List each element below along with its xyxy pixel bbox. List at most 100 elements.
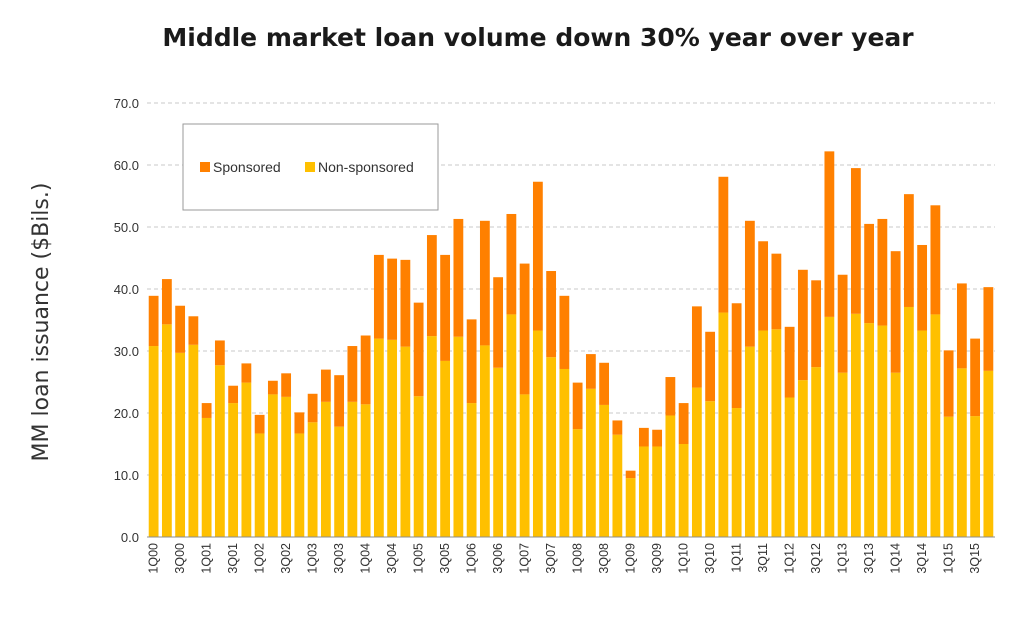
- bar-sponsored-3Q10: [705, 331, 716, 402]
- bar-non-sponsored-1Q08: [572, 429, 583, 537]
- bar-sponsored-2Q01: [214, 340, 225, 366]
- bar-sponsored-2Q00: [161, 279, 172, 325]
- bar-non-sponsored-4Q05: [453, 336, 464, 537]
- bar-non-sponsored-4Q01: [241, 382, 252, 537]
- bar-sponsored-4Q13: [877, 218, 888, 326]
- x-tick-label: 3Q05: [438, 543, 452, 574]
- bar-non-sponsored-2Q01: [214, 365, 225, 537]
- bar-non-sponsored-2Q11: [744, 346, 755, 537]
- x-tick-label: 3Q00: [173, 543, 187, 574]
- x-tick-label: 1Q09: [624, 543, 638, 574]
- bar-non-sponsored-3Q04: [387, 339, 398, 537]
- bar-non-sponsored-2Q06: [479, 345, 490, 537]
- x-tick-label: 1Q13: [836, 543, 850, 574]
- bar-sponsored-2Q07: [532, 181, 543, 331]
- bar-sponsored-2Q13: [850, 168, 861, 314]
- bar-non-sponsored-3Q08: [599, 404, 610, 537]
- bar-sponsored-1Q13: [837, 274, 848, 373]
- y-tick-label: 20.0: [114, 406, 139, 421]
- bar-non-sponsored-1Q06: [466, 403, 477, 537]
- bar-non-sponsored-1Q15: [943, 416, 954, 537]
- bar-sponsored-1Q06: [466, 319, 477, 404]
- bar-non-sponsored-1Q13: [837, 372, 848, 537]
- bar-non-sponsored-4Q00: [188, 344, 199, 537]
- bar-non-sponsored-3Q11: [758, 330, 769, 537]
- bar-non-sponsored-3Q06: [493, 367, 504, 537]
- x-tick-label: 3Q06: [491, 543, 505, 574]
- bar-non-sponsored-1Q03: [307, 422, 318, 537]
- y-tick-label: 30.0: [114, 344, 139, 359]
- y-tick-label: 10.0: [114, 468, 139, 483]
- axes-group: 0.0 10.0 20.0 30.0 40.0 50.0 60.0 70.0 1Q00 3Q00 1…: [114, 96, 995, 574]
- legend-swatch-non-sponsored: [305, 162, 315, 172]
- bar-non-sponsored-1Q10: [678, 444, 689, 537]
- bar-sponsored-2Q04: [373, 254, 384, 339]
- y-tick-label: 40.0: [114, 282, 139, 297]
- y-tick-label: 50.0: [114, 220, 139, 235]
- bar-sponsored-2Q11: [744, 220, 755, 347]
- bar-sponsored-2Q12: [797, 269, 808, 381]
- x-tick-label: 1Q14: [889, 543, 903, 574]
- bar-non-sponsored-4Q09: [665, 415, 676, 537]
- bar-non-sponsored-2Q12: [797, 380, 808, 537]
- x-tick-label: 1Q00: [147, 543, 161, 574]
- x-tick-label: 1Q02: [253, 543, 267, 574]
- x-tick-label: 1Q05: [412, 543, 426, 574]
- x-tick-label: 1Q03: [306, 543, 320, 574]
- bar-non-sponsored-4Q04: [400, 346, 411, 537]
- x-tick-label: 3Q04: [385, 543, 399, 574]
- bar-sponsored-3Q09: [652, 429, 663, 447]
- bar-sponsored-4Q11: [771, 253, 782, 330]
- x-tick-label: 1Q12: [783, 543, 797, 574]
- x-tick-label: 3Q03: [332, 543, 346, 574]
- bar-non-sponsored-2Q10: [691, 387, 702, 537]
- chart-title: Middle market loan volume down 30% year …: [162, 23, 914, 52]
- x-tick-label: 3Q02: [279, 543, 293, 574]
- x-tick-label: 3Q11: [756, 543, 770, 573]
- bar-non-sponsored-4Q11: [771, 329, 782, 537]
- bar-sponsored-2Q06: [479, 220, 490, 346]
- bar-sponsored-1Q14: [890, 251, 901, 373]
- bar-sponsored-3Q00: [175, 305, 186, 353]
- bar-sponsored-1Q10: [678, 403, 689, 444]
- bar-sponsored-4Q14: [930, 205, 941, 315]
- bar-sponsored-1Q01: [201, 403, 212, 418]
- bar-non-sponsored-3Q00: [175, 352, 186, 537]
- bar-sponsored-3Q15: [970, 338, 981, 417]
- bar-non-sponsored-3Q12: [811, 367, 822, 537]
- bar-non-sponsored-1Q02: [254, 433, 265, 537]
- bar-non-sponsored-1Q01: [201, 417, 212, 537]
- bar-non-sponsored-3Q09: [652, 446, 663, 537]
- x-tick-label: 3Q09: [650, 543, 664, 574]
- x-tick-label: 1Q01: [200, 543, 214, 574]
- bar-non-sponsored-3Q07: [546, 357, 557, 537]
- bar-sponsored-4Q04: [400, 259, 411, 347]
- bar-non-sponsored-4Q13: [877, 325, 888, 537]
- bar-non-sponsored-4Q10: [718, 312, 729, 537]
- bar-sponsored-1Q07: [519, 263, 530, 395]
- bar-non-sponsored-1Q04: [360, 404, 371, 537]
- bar-non-sponsored-2Q07: [532, 330, 543, 537]
- bar-sponsored-2Q03: [320, 369, 331, 402]
- bar-sponsored-4Q02: [294, 412, 305, 434]
- bar-sponsored-4Q00: [188, 316, 199, 345]
- bar-sponsored-1Q15: [943, 350, 954, 417]
- bar-non-sponsored-2Q08: [585, 388, 596, 537]
- x-tick-label: 1Q11: [730, 543, 744, 573]
- x-tick-label: 3Q10: [703, 543, 717, 574]
- bar-sponsored-2Q02: [267, 380, 278, 395]
- bar-non-sponsored-3Q03: [334, 426, 345, 537]
- bar-non-sponsored-2Q14: [903, 306, 914, 537]
- bar-sponsored-4Q12: [824, 151, 835, 317]
- bar-non-sponsored-3Q01: [228, 403, 239, 537]
- bar-non-sponsored-2Q09: [638, 446, 649, 537]
- bar-sponsored-1Q05: [413, 302, 424, 397]
- bar-sponsored-2Q14: [903, 194, 914, 307]
- bar-sponsored-4Q09: [665, 377, 676, 416]
- bar-non-sponsored-4Q07: [559, 368, 570, 537]
- bar-non-sponsored-1Q05: [413, 396, 424, 537]
- legend: Sponsored Non-sponsored: [182, 123, 439, 211]
- y-tick-label: 70.0: [114, 96, 139, 111]
- bar-non-sponsored-2Q13: [850, 313, 861, 537]
- x-tick-label: 3Q01: [226, 543, 240, 574]
